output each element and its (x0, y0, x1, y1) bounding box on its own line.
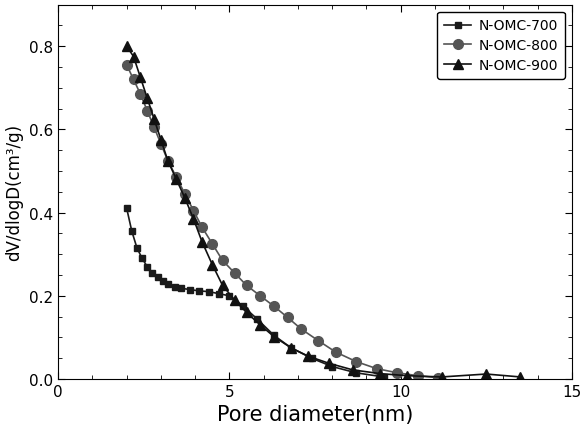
N-OMC-900 (438, 375, 445, 380)
N-OMC-900 (190, 217, 197, 222)
N-OMC-800 (123, 63, 130, 68)
N-OMC-700 (123, 206, 130, 212)
N-OMC-900 (325, 361, 332, 366)
N-OMC-900 (219, 283, 226, 289)
N-OMC-800 (137, 92, 144, 97)
N-OMC-700 (178, 286, 185, 291)
N-OMC-900 (288, 345, 295, 350)
N-OMC-700 (215, 292, 222, 297)
N-OMC-800 (173, 175, 180, 181)
N-OMC-900 (123, 44, 130, 49)
N-OMC-800 (284, 315, 291, 320)
Legend: N-OMC-700, N-OMC-800, N-OMC-900: N-OMC-700, N-OMC-800, N-OMC-900 (437, 12, 565, 79)
N-OMC-800 (151, 126, 158, 131)
N-OMC-700 (133, 246, 140, 251)
N-OMC-800 (353, 359, 360, 364)
N-OMC-700 (129, 229, 136, 234)
N-OMC-700 (171, 284, 178, 289)
N-OMC-900 (349, 367, 356, 372)
N-OMC-700 (271, 333, 278, 338)
N-OMC-700 (353, 370, 360, 375)
N-OMC-800 (198, 225, 205, 230)
Line: N-OMC-700: N-OMC-700 (123, 206, 387, 381)
N-OMC-900 (257, 322, 264, 328)
N-OMC-700 (139, 256, 146, 261)
N-OMC-900 (181, 196, 188, 201)
N-OMC-900 (198, 240, 205, 245)
N-OMC-800 (257, 294, 264, 299)
N-OMC-900 (517, 375, 524, 380)
N-OMC-800 (414, 373, 421, 378)
N-OMC-800 (243, 283, 250, 289)
N-OMC-800 (209, 242, 216, 247)
N-OMC-800 (332, 350, 339, 355)
N-OMC-700 (205, 289, 212, 295)
N-OMC-800 (315, 338, 322, 344)
N-OMC-900 (483, 372, 490, 377)
N-OMC-900 (376, 371, 383, 376)
N-OMC-700 (226, 294, 233, 299)
N-OMC-700 (187, 287, 194, 292)
N-OMC-900 (305, 354, 312, 359)
N-OMC-900 (164, 159, 171, 164)
N-OMC-700 (164, 282, 171, 287)
Line: N-OMC-900: N-OMC-900 (122, 42, 525, 382)
X-axis label: Pore diameter(nm): Pore diameter(nm) (217, 405, 413, 424)
N-OMC-800 (298, 327, 305, 332)
N-OMC-800 (157, 142, 164, 147)
N-OMC-700 (149, 271, 156, 276)
N-OMC-800 (144, 109, 151, 114)
N-OMC-800 (373, 366, 380, 372)
N-OMC-700 (154, 275, 161, 280)
N-OMC-900 (144, 96, 151, 101)
N-OMC-900 (157, 138, 164, 143)
N-OMC-900 (243, 310, 250, 315)
N-OMC-900 (209, 262, 216, 267)
N-OMC-900 (271, 334, 278, 339)
N-OMC-700 (254, 316, 261, 322)
N-OMC-700 (239, 304, 247, 309)
N-OMC-700 (308, 356, 315, 361)
N-OMC-800 (435, 375, 442, 381)
N-OMC-700 (159, 279, 166, 284)
N-OMC-800 (231, 271, 238, 276)
N-OMC-700 (288, 345, 295, 350)
N-OMC-700 (144, 264, 151, 270)
N-OMC-700 (380, 375, 387, 380)
Line: N-OMC-800: N-OMC-800 (122, 61, 443, 383)
N-OMC-900 (130, 55, 137, 60)
N-OMC-800 (271, 304, 278, 309)
N-OMC-800 (130, 78, 137, 83)
N-OMC-700 (195, 289, 202, 294)
N-OMC-900 (173, 177, 180, 182)
N-OMC-900 (151, 117, 158, 122)
N-OMC-900 (231, 298, 238, 303)
N-OMC-900 (404, 373, 411, 378)
N-OMC-800 (190, 209, 197, 214)
N-OMC-900 (137, 76, 144, 81)
Y-axis label: dV/dlogD(cm³/g): dV/dlogD(cm³/g) (5, 124, 23, 261)
N-OMC-700 (329, 364, 336, 369)
N-OMC-800 (219, 258, 226, 264)
N-OMC-800 (394, 370, 401, 375)
N-OMC-800 (181, 192, 188, 197)
N-OMC-800 (164, 159, 171, 164)
